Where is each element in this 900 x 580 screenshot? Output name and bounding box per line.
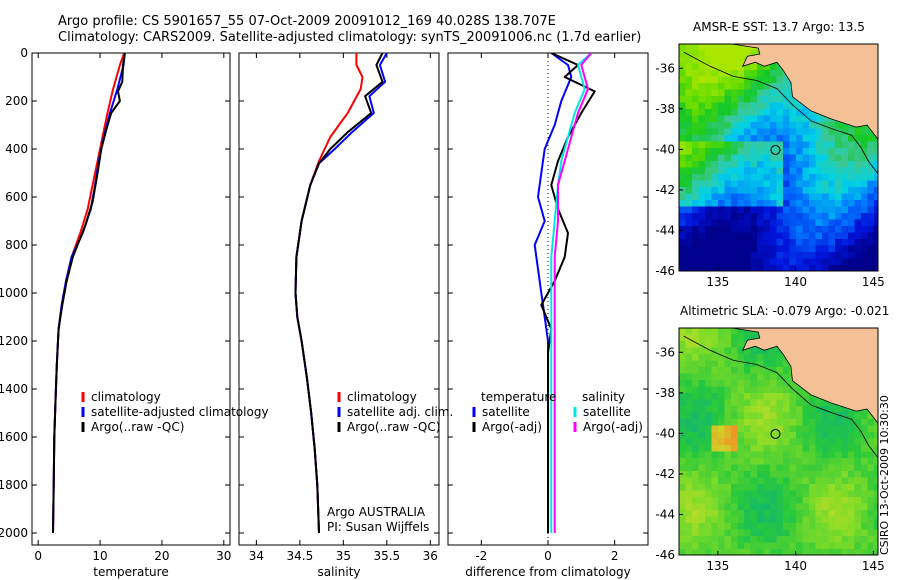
difference-xtick-label: 0 — [544, 549, 552, 563]
sla-map-ytick-label: -42 — [655, 467, 675, 481]
sla-map-xtick-label: 145 — [862, 559, 885, 573]
depth-tick-label: 200 — [5, 94, 28, 108]
salinity-legend-2-label: Argo(..raw -QC) — [347, 420, 440, 434]
salinity-series-argo-raw-qc- — [294, 53, 384, 534]
temperature-series-group — [52, 53, 126, 534]
depth-tick-label: 600 — [5, 190, 28, 204]
depth-tick-label: 1800 — [0, 478, 28, 492]
salinity-xtick-label: 35 — [336, 549, 351, 563]
sst-map-ytick-label: -38 — [655, 102, 675, 116]
sst-map-field — [679, 44, 878, 271]
sla-map-xtick-label: 140 — [784, 559, 807, 573]
difference-legend-temp-argo-label: Argo(-adj) — [482, 420, 542, 434]
depth-tick-label: 1400 — [0, 382, 28, 396]
sla-map-ytick-label: -46 — [655, 548, 675, 562]
depth-tick-label: 1200 — [0, 334, 28, 348]
difference-series-group — [533, 53, 596, 533]
sst-map-ytick-label: -40 — [655, 142, 675, 156]
sst-map-land — [679, 44, 878, 140]
depth-tick-label: 1000 — [0, 286, 28, 300]
sst-map-depth-contour — [683, 51, 878, 174]
figure-title-line-1: Argo profile: CS 5901657_55 07-Oct-2009 … — [58, 14, 556, 29]
sst-map-xtick-label: 140 — [784, 275, 807, 289]
sla-map-ytick-label: -40 — [655, 426, 675, 440]
salinity-xtick-label: 34.5 — [287, 549, 314, 563]
sst-map-ytick-label: -44 — [655, 223, 675, 237]
temperature-axes-frame — [31, 52, 231, 546]
depth-tick-label: 800 — [5, 238, 28, 252]
salinity-legend-0-label: climatology — [347, 390, 417, 404]
temperature-legend-0-label: climatology — [91, 390, 161, 404]
temperature-xtick-label: 20 — [154, 549, 169, 563]
sla-map-field — [679, 328, 878, 555]
temperature-xlabel: temperature — [93, 565, 168, 579]
difference-series-temperature-argo-adj- — [540, 53, 596, 533]
sla-map-land — [679, 328, 878, 424]
temperature-xtick-label: 10 — [92, 549, 107, 563]
salinity-series-group — [294, 53, 388, 534]
difference-xlabel: difference from climatology — [465, 565, 631, 579]
difference-xtick-label: 2 — [611, 549, 619, 563]
temperature-series-argo-raw-qc- — [52, 53, 126, 534]
sst-map-xtick-label: 135 — [706, 275, 729, 289]
difference-series-salinity-satellite — [550, 53, 592, 533]
sla-map-ytick-label: -36 — [655, 345, 675, 359]
salinity-legend-1-label: satellite adj. clim. — [347, 405, 453, 419]
salinity-xtick-label: 36 — [423, 549, 438, 563]
sla-map-ytick-label: -38 — [655, 386, 675, 400]
sla-map-title: Altimetric SLA: -0.079 Argo: -0.021 — [680, 304, 890, 318]
sst-map-title: AMSR-E SST: 13.7 Argo: 13.5 — [693, 20, 865, 34]
difference-legend-sal-argo-label: Argo(-adj) — [583, 420, 643, 434]
difference-legend-sal-satellite-label: satellite — [583, 405, 631, 419]
sst-map-frame — [678, 43, 879, 272]
salinity-xtick-label: 35.5 — [373, 549, 400, 563]
temperature-xtick-label: 30 — [216, 549, 231, 563]
figure-title-line-2: Climatology: CARS2009. Satellite-adjuste… — [58, 30, 642, 45]
sla-map-ytick-label: -44 — [655, 507, 675, 521]
depth-tick-label: 2000 — [0, 526, 28, 540]
difference-legend-temperature-title: temperature — [481, 390, 556, 404]
sst-map-ytick-label: -42 — [655, 183, 675, 197]
sla-map-depth-contour — [683, 335, 878, 458]
pi-annotation: PI: Susan Wijffels — [327, 520, 429, 534]
sst-map-xtick-label: 145 — [862, 275, 885, 289]
salinity-xtick-label: 34 — [249, 549, 264, 563]
sst-map-ytick-label: -46 — [655, 264, 675, 278]
temperature-xtick-label: 0 — [34, 549, 42, 563]
sst-map-argo-position-marker — [770, 144, 781, 155]
difference-xtick-label: -2 — [475, 549, 487, 563]
sst-map-ytick-label: -36 — [655, 61, 675, 75]
temperature-legend-2-label: Argo(..raw -QC) — [91, 420, 184, 434]
depth-tick-label: 400 — [5, 142, 28, 156]
difference-legend-salinity-title: salinity — [582, 390, 625, 404]
sla-map-xtick-label: 135 — [706, 559, 729, 573]
depth-tick-label: 0 — [20, 46, 28, 60]
depth-tick-label: 1600 — [0, 430, 28, 444]
salinity-axes-frame — [238, 52, 440, 546]
sla-map-argo-position-marker — [770, 428, 781, 439]
sla-map-frame — [678, 327, 879, 556]
temperature-legend-1-label: satellite-adjusted climatology — [91, 405, 269, 419]
difference-series-salinity-argo-adj- — [553, 53, 593, 533]
argo-program-annotation: Argo AUSTRALIA — [327, 505, 426, 519]
difference-legend-temp-satellite-label: satellite — [482, 405, 530, 419]
timestamp-stamp: CSIRO 13-Oct-2009 10:30:30 — [878, 395, 891, 555]
salinity-xlabel: salinity — [317, 565, 360, 579]
